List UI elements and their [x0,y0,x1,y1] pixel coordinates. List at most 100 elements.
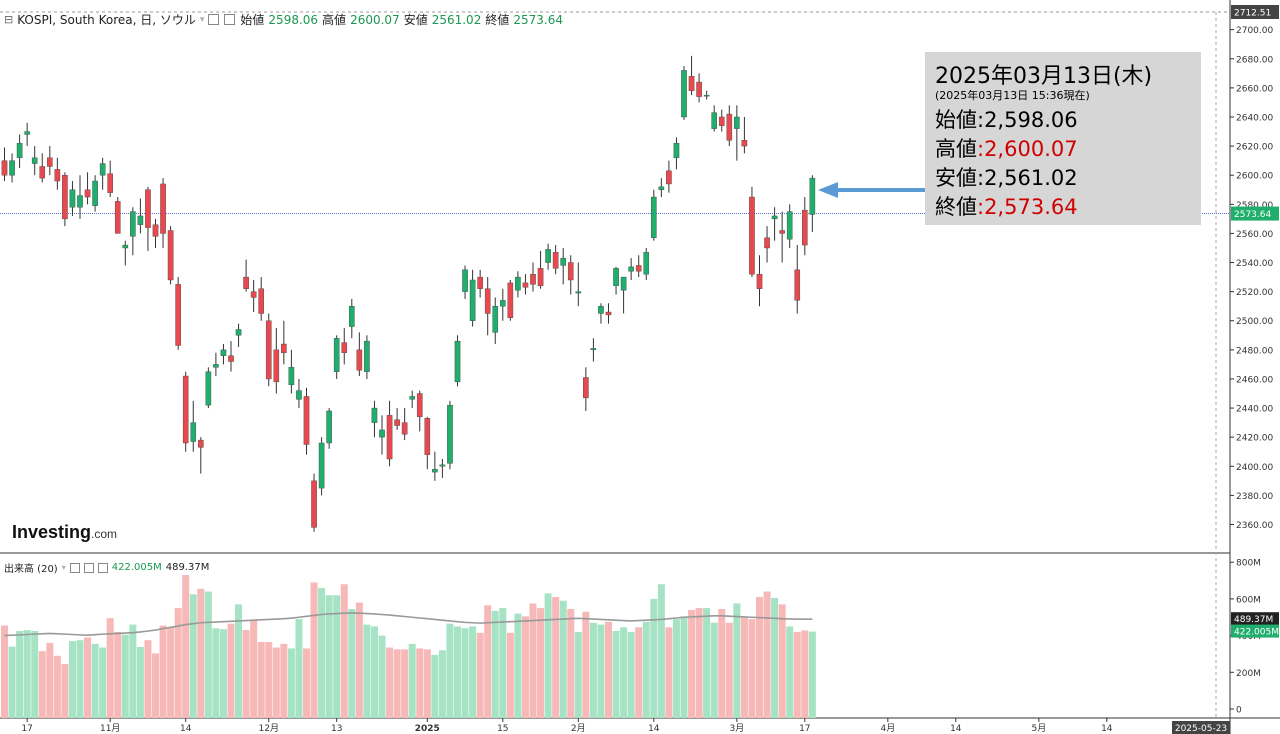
candle-body [741,140,748,147]
volume-bar [740,617,748,718]
candle-body [530,273,536,285]
candle-body [182,375,189,444]
volume-bar [174,608,182,718]
volume-bar [612,631,620,718]
volume-bar [748,619,756,718]
volume-value: 422.005M [111,562,162,573]
candle-body [54,169,61,182]
volume-bar [325,595,333,718]
candle-body [62,175,68,220]
volume-bar [559,600,567,718]
volume-bar [589,622,597,718]
y-tick-label: 2600.00 [1236,172,1273,182]
settings-icon[interactable] [69,562,80,573]
y-tick-label: 2440.00 [1236,405,1273,415]
candle-body [281,343,287,353]
candle-body [688,76,695,91]
candle-body [786,211,793,240]
last-date-box [1172,721,1230,734]
candle-body [333,338,340,372]
volume-bar [574,631,582,718]
volume-bar [31,631,39,718]
y-tick-label: 2620.00 [1236,143,1273,153]
candle-body [756,273,763,289]
candle-body [681,70,687,118]
volume-bar [446,623,454,718]
dropdown-chevron-icon[interactable]: ▾ [61,563,66,572]
volume-bar [657,584,665,718]
volume-bar [106,618,114,718]
volume-bar [23,630,31,718]
volume-bar [265,642,273,718]
y-tick-label: 2640.00 [1236,113,1273,123]
info-timestamp: (2025年03月13日 15:36現在) [935,89,1090,102]
candle-body [545,249,551,263]
volume-bar [605,621,612,718]
volume-bar [710,622,718,718]
x-tick-label: 11月 [100,723,120,734]
candle-body [500,300,506,307]
candle-body [296,390,302,400]
candle-body [175,284,181,346]
volume-ma-box [1231,612,1279,626]
hide-icon[interactable] [224,14,236,25]
candle-body [122,244,129,249]
candle-body [515,276,521,291]
x-tick-label: 4月 [880,723,895,734]
candle-body [137,215,144,225]
volume-bar [778,604,786,718]
hide-icon[interactable] [83,562,94,573]
volume-bar [257,642,265,718]
volume-bar [295,619,303,718]
info-box: 2025年03月13日(木) (2025年03月13日 15:36現在) 始値:… [925,52,1201,225]
x-tick-label: 14 [1101,724,1113,734]
candles [1,55,816,532]
volume-label[interactable]: 出来高 (20) [4,564,58,575]
info-date: 2025年03月13日(木) [935,64,1153,89]
volume-bar [438,650,446,718]
settings-icon[interactable] [208,14,220,25]
candle-body [243,276,249,289]
info-open: 始値:2,598.06 [935,108,1078,132]
candle-body [190,422,197,442]
close-icon[interactable] [97,562,108,573]
volume-bar [136,646,144,718]
candle-body [16,142,23,158]
volume-bar [506,632,514,718]
candle-body [771,215,778,220]
candle-body [764,237,770,249]
volume-bar [318,587,326,718]
volume-bar [333,595,341,718]
y-tick-label: 2560.00 [1236,230,1273,240]
symbol-label[interactable]: KOSPI, South Korea, 日, ソウル [17,13,196,27]
x-tick-label: 17 [799,724,810,734]
volume-bar [159,625,167,718]
candle-body [613,268,619,287]
high-label: 高値 [322,13,347,27]
candle-body [432,468,438,473]
x-tick-label: 14 [180,724,192,734]
volume-bar [219,629,227,718]
x-tick-label: 14 [648,724,660,734]
collapse-icon[interactable]: ⊟ [4,13,14,26]
volume-bar [582,611,590,718]
y-tick-label: 2400.00 [1236,463,1273,473]
candle-body [620,276,627,291]
candle-body [734,116,740,129]
y-tick-label: 2500.00 [1236,317,1273,327]
volume-bar [454,626,461,718]
candle-body [696,81,702,97]
dropdown-chevron-icon[interactable]: ▾ [199,14,205,25]
volume-bar [46,642,54,718]
y-tick-label: 2540.00 [1236,259,1273,269]
x-tick-label: 14 [950,724,962,734]
volume-bar [235,604,243,718]
candle-body [84,189,91,198]
volume-bar [167,627,175,718]
candle-body [560,257,566,266]
top-price-box [1231,5,1279,19]
volume-bar [627,631,635,718]
open-label: 始値 [240,13,265,27]
candle-body [726,113,733,141]
